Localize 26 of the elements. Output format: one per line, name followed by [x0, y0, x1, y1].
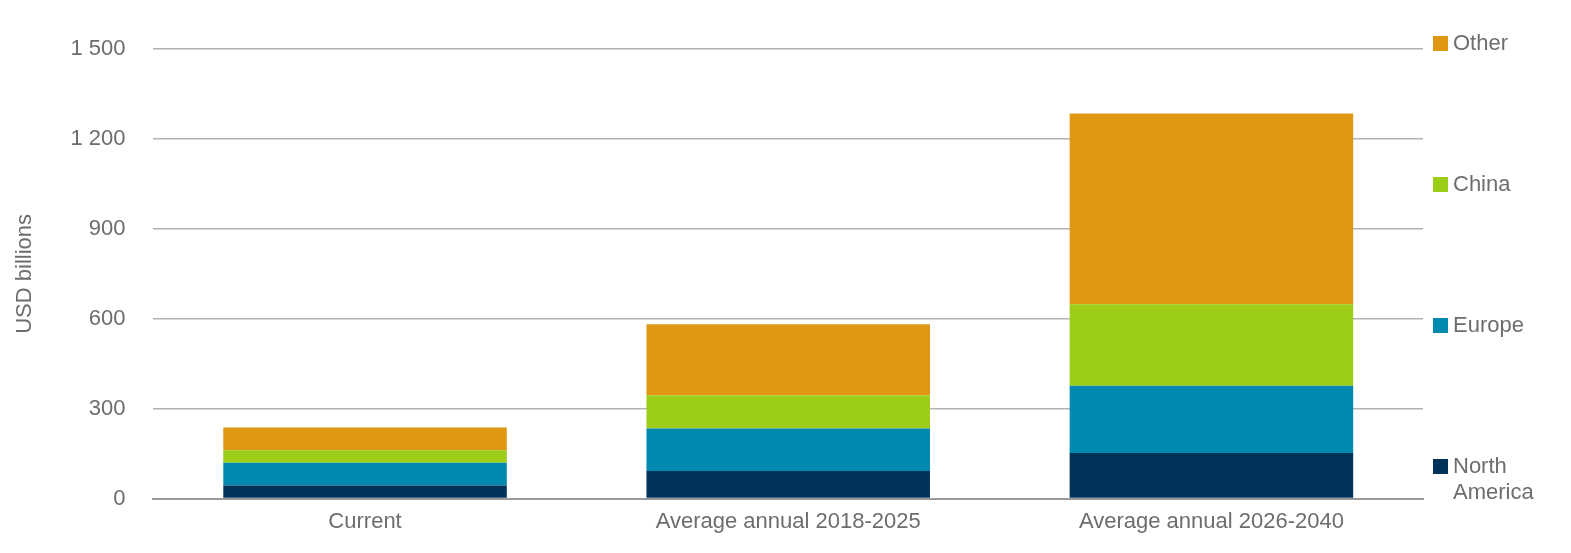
x-tick-label: Average annual 2026-2040 — [1078, 507, 1344, 533]
bar — [1069, 304, 1354, 386]
bar — [646, 324, 930, 396]
y-axis-title: USD billions — [11, 213, 37, 334]
bar — [646, 428, 930, 472]
legend-label: North America — [1453, 453, 1535, 505]
bar — [223, 485, 507, 498]
bar — [1069, 453, 1354, 498]
bar — [646, 395, 930, 429]
bar — [223, 450, 507, 463]
legend-label: China — [1453, 171, 1512, 197]
bar — [223, 462, 507, 486]
bar — [223, 427, 507, 451]
y-tick-label: 600 — [88, 304, 126, 330]
legend-label: Other — [1453, 30, 1510, 56]
bar — [1069, 113, 1354, 305]
y-tick-label: 1 200 — [70, 125, 126, 151]
x-tick-label: Average annual 2018-2025 — [655, 507, 921, 533]
y-tick-label: 1 500 — [70, 35, 126, 61]
bar — [1069, 385, 1354, 454]
y-tick-label: 900 — [88, 215, 126, 241]
bar — [646, 471, 930, 498]
x-tick-label: Current — [328, 507, 402, 533]
y-tick-label: 0 — [113, 484, 126, 510]
y-tick-label: 300 — [88, 394, 126, 420]
legend-label: Europe — [1453, 312, 1525, 338]
